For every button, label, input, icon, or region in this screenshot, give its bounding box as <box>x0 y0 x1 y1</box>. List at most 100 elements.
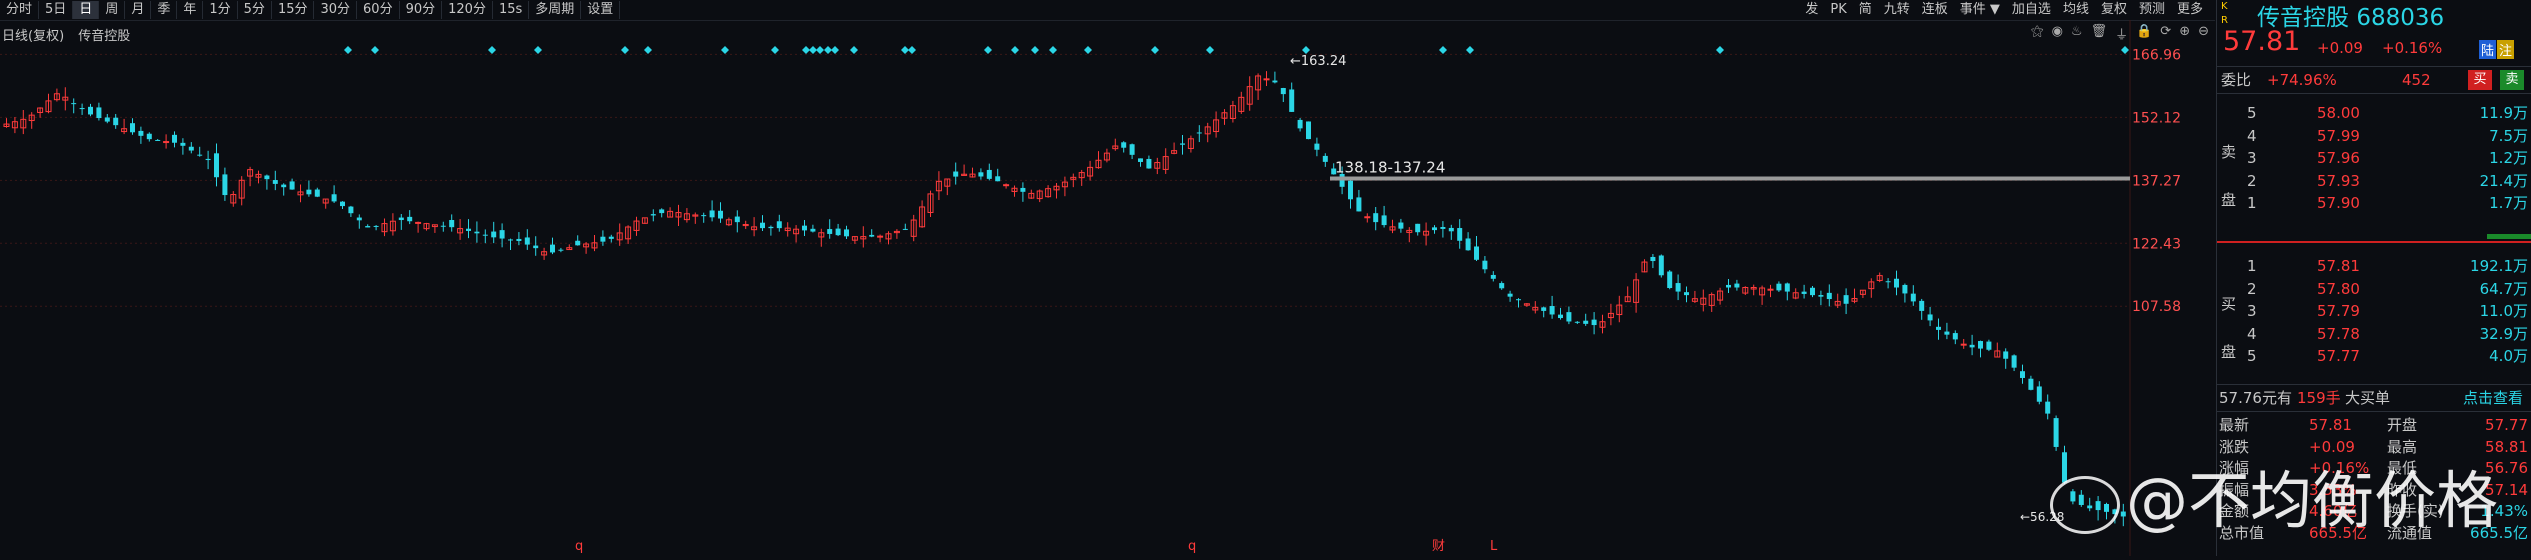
lock-icon[interactable]: 🔒 <box>2136 24 2153 39</box>
candle-body <box>608 236 614 239</box>
candle-body <box>1708 294 1715 306</box>
candle-plot[interactable]: 166.96 152.12 137.27 122.43 107.58 138.18-137… <box>0 20 2215 556</box>
candle-body <box>1204 126 1211 135</box>
zoom-out-icon[interactable]: ⊖ <box>2198 24 2209 39</box>
book-price: 58.00 <box>2317 104 2360 122</box>
candle-body <box>1171 150 1178 154</box>
pin-icon[interactable]: ⏚ <box>2115 28 2129 43</box>
trash-icon[interactable]: 🗑 <box>2090 24 2108 39</box>
stat-cell: 振幅 <box>2219 480 2250 499</box>
candle-body <box>1876 275 1883 281</box>
candle-body <box>1246 86 1253 105</box>
period-tab-6[interactable]: 年 <box>177 1 204 19</box>
book-level: 2 <box>2247 171 2257 190</box>
period-tab-7[interactable]: 1分 <box>203 1 238 19</box>
candle-body <box>466 228 471 231</box>
signal-marker-icon <box>1084 46 1092 54</box>
tool-menu-item-10[interactable]: 更多 <box>2176 2 2203 17</box>
candle-body <box>524 237 530 245</box>
price-axis-label: 107.58 <box>2132 299 2181 315</box>
signal-marker-icon <box>824 46 832 54</box>
candle-body <box>1398 222 1404 229</box>
candle-body <box>1432 227 1437 231</box>
candle-body <box>935 180 942 192</box>
period-tab-12[interactable]: 90分 <box>400 1 443 19</box>
signal-marker-icon <box>721 46 729 54</box>
tool-menu: 发 PK 简九转 连板 事件 ▼ 加自选 均线 复权 预测 更多 <box>1799 1 2209 19</box>
candle-body <box>1255 75 1262 91</box>
book-level: 3 <box>2247 302 2257 320</box>
big-order-link[interactable]: 点击查看 <box>2463 389 2524 407</box>
candle-body <box>340 201 345 207</box>
tool-menu-item-9[interactable]: 预测 <box>2138 2 2165 17</box>
period-tab-14[interactable]: 15s <box>493 1 530 19</box>
big-order-price: 57.76元有 <box>2219 389 2292 407</box>
candle-body <box>1348 180 1353 200</box>
period-tab-16[interactable]: 设置 <box>581 1 621 19</box>
tool-menu-item-2[interactable]: 简 <box>1858 2 1872 17</box>
candle-body <box>1036 190 1043 200</box>
candle-body <box>1801 291 1807 294</box>
period-tab-10[interactable]: 30分 <box>314 1 358 19</box>
period-tab-0[interactable]: 分时 <box>0 1 40 19</box>
candle-body <box>1474 246 1479 260</box>
candle-body <box>1087 166 1094 177</box>
last-price: 57.81 <box>2223 26 2301 57</box>
big-order-row: 57.76元有 159手 大买单 点击查看 <box>2217 384 2531 412</box>
book-price: 57.77 <box>2317 347 2360 365</box>
price-line: 57.81 +0.09 +0.16% 陆 注 <box>2217 26 2531 62</box>
tool-menu-item-8[interactable]: 复权 <box>2100 2 2127 17</box>
period-tab-9[interactable]: 15分 <box>272 1 315 19</box>
period-tab-15[interactable]: 多周期 <box>529 1 582 19</box>
magic-icon[interactable]: ⚝ <box>2030 24 2044 39</box>
candle-body <box>760 222 765 229</box>
cup-icon[interactable]: ♨ <box>2070 24 2083 39</box>
kline-chart[interactable]: 日线(复权) 传音控股 ⚝ ◉ ♨ 🗑 ⏚ 🔒 ⟳ ⊕ ⊖ 166.96 152.… <box>0 20 2215 556</box>
candle-body <box>1851 298 1858 302</box>
buy-button[interactable]: 买 <box>2468 70 2492 90</box>
tool-menu-item-5[interactable]: 事件 ▼ <box>1959 2 2000 17</box>
zoom-in-icon[interactable]: ⊕ <box>2179 24 2191 39</box>
period-tab-4[interactable]: 月 <box>125 1 152 19</box>
candle-body <box>155 139 161 141</box>
candle-body <box>1238 96 1245 112</box>
candle-body <box>331 194 337 202</box>
candle-body <box>1499 283 1505 289</box>
tool-menu-item-4[interactable]: 连板 <box>1921 2 1948 17</box>
tool-menu-item-0[interactable]: 发 <box>1805 2 1819 17</box>
tool-menu-item-1[interactable]: PK <box>1830 2 1847 17</box>
signal-marker-icon <box>621 46 629 54</box>
refresh-icon[interactable]: ⟳ <box>2160 24 2172 39</box>
candle-body <box>37 107 44 113</box>
eye-icon[interactable]: ◉ <box>2051 24 2063 39</box>
candle-body <box>927 193 934 213</box>
period-tab-5[interactable]: 季 <box>151 1 178 19</box>
candle-body <box>2045 401 2051 414</box>
candle-body <box>1003 184 1010 187</box>
candle-body <box>264 175 270 180</box>
candle-body <box>499 230 505 239</box>
tool-menu-item-6[interactable]: 加自选 <box>2011 2 2051 17</box>
chart-tool-icons: ⚝ ◉ ♨ 🗑 ⏚ 🔒 ⟳ ⊕ ⊖ <box>2031 24 2209 43</box>
tool-menu-item-7[interactable]: 均线 <box>2062 2 2089 17</box>
price-axis-label: 152.12 <box>2132 110 2181 126</box>
period-tab-8[interactable]: 5分 <box>238 1 272 19</box>
stat-cell: 最新 <box>2219 416 2250 434</box>
book-price: 57.90 <box>2317 194 2360 212</box>
stat-cell: 总市值 <box>2219 523 2265 542</box>
candle-body <box>163 141 170 144</box>
candle-body <box>1532 306 1539 311</box>
candle-body <box>1868 281 1875 290</box>
period-tab-2[interactable]: 日 <box>73 1 100 19</box>
period-tab-13[interactable]: 120分 <box>442 1 493 19</box>
candle-body <box>910 219 917 237</box>
period-tab-11[interactable]: 60分 <box>357 1 400 19</box>
tool-menu-item-3[interactable]: 九转 <box>1883 2 1910 17</box>
period-tab-3[interactable]: 周 <box>99 1 126 19</box>
sell-button[interactable]: 卖 <box>2500 70 2524 90</box>
period-tab-1[interactable]: 5日 <box>39 1 74 19</box>
candle-body <box>1306 121 1311 140</box>
candle-body <box>1978 341 1983 349</box>
candle-body <box>2011 355 2017 368</box>
candle-body <box>1750 287 1757 290</box>
